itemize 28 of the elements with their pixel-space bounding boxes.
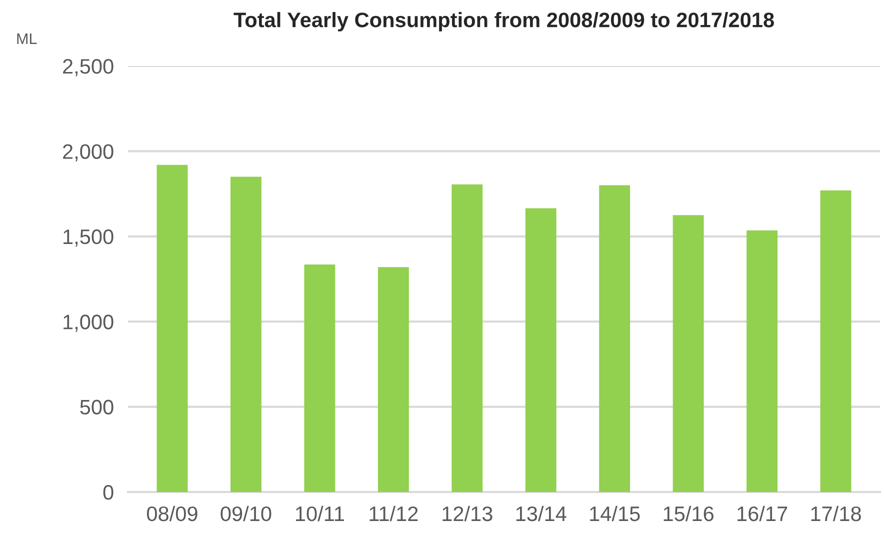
bar — [525, 208, 556, 492]
bar — [820, 190, 852, 492]
x-tick-label: 12/13 — [442, 506, 492, 522]
x-tick-label: 11/12 — [370, 506, 418, 522]
chart-title: Total Yearly Consumption from 2008/2009 to 2017/2018 — [234, 12, 774, 32]
y-tick-label: 1,500 — [64, 229, 114, 247]
x-tick-label: 10/11 — [296, 506, 344, 522]
y-tick-label: 500 — [80, 400, 114, 415]
bar — [452, 184, 483, 492]
x-tick-label: 17/18 — [811, 506, 861, 522]
bar — [746, 230, 778, 492]
bar — [304, 264, 336, 492]
y-tick-label: 1,000 — [64, 314, 114, 332]
x-tick-label: 09/10 — [220, 506, 272, 522]
x-tick-label: 13/14 — [516, 506, 566, 522]
x-tick-label: 16/17 — [738, 506, 788, 522]
bar — [230, 176, 262, 492]
bar — [156, 164, 188, 492]
bar — [672, 215, 704, 492]
bar — [378, 267, 409, 492]
bar — [599, 185, 630, 492]
y-axis-title: ML — [17, 33, 37, 44]
y-tick-label: 2,000 — [63, 144, 114, 162]
y-tick-label: 2,500 — [63, 59, 114, 76]
y-tick-label: 0 — [103, 485, 114, 500]
x-tick-label: 14/15 — [590, 506, 640, 522]
x-tick-label: 15/16 — [664, 506, 714, 522]
x-tick-label: 08/09 — [146, 506, 198, 522]
